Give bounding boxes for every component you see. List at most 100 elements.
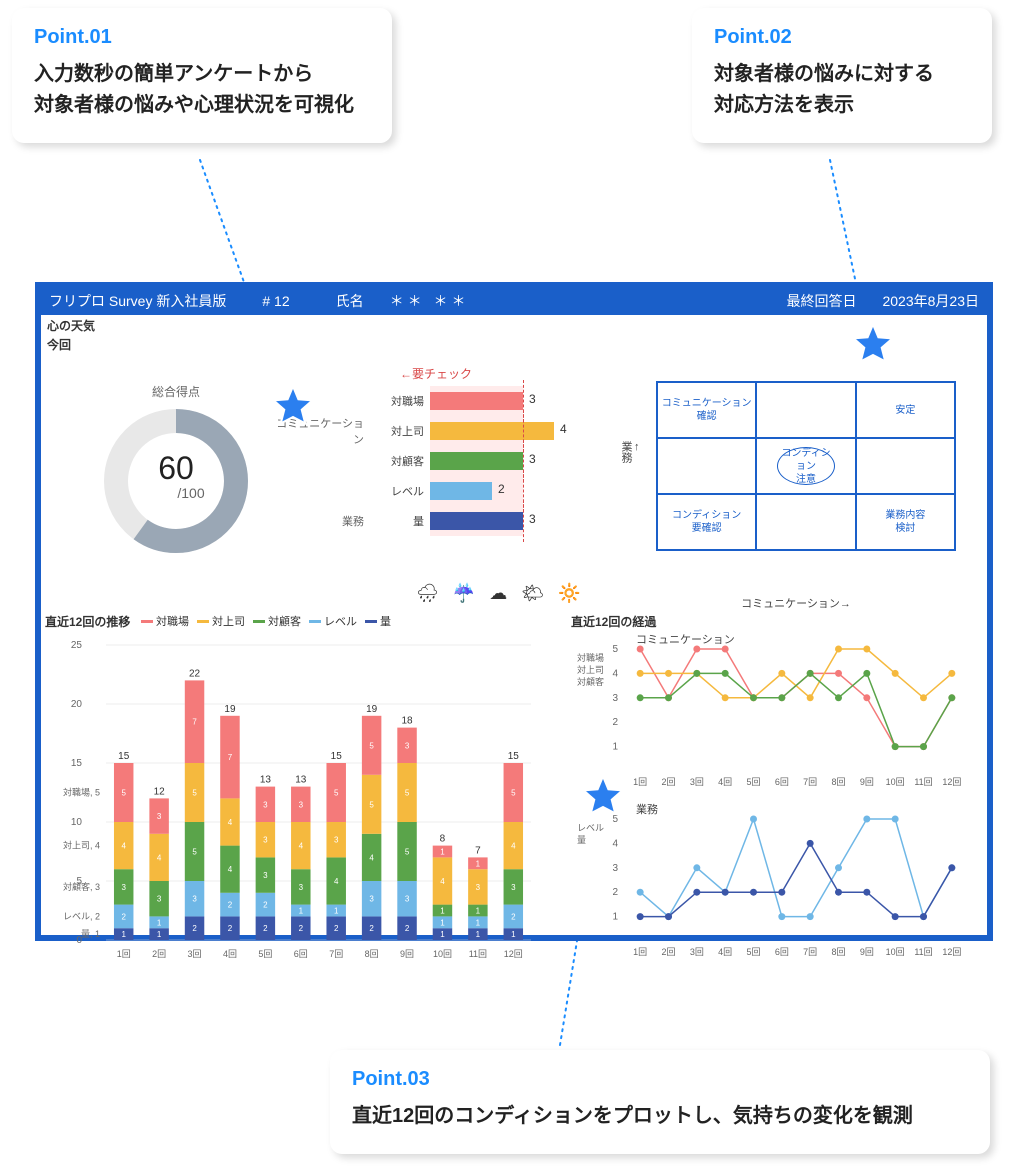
svg-text:量: 量 (577, 835, 586, 845)
svg-text:4: 4 (612, 838, 618, 849)
svg-text:10: 10 (71, 817, 83, 828)
svg-text:1: 1 (476, 859, 481, 868)
svg-text:1: 1 (299, 907, 304, 916)
svg-text:7回: 7回 (803, 777, 817, 787)
svg-text:3: 3 (405, 895, 410, 904)
svg-text:2回: 2回 (661, 947, 675, 957)
hbar-bar-area: 3 (430, 512, 596, 530)
svg-text:対職場: 対職場 (577, 652, 604, 663)
name-value: ＊＊ ＊＊ (390, 291, 470, 311)
point-body: 対象者様の悩みに対する対応方法を表示 (714, 59, 970, 121)
svg-text:4: 4 (228, 818, 233, 827)
quadrant-chart: 業務 コミュニケーション確認安定コンディション注意コンディション要確認業務内容検… (636, 381, 956, 591)
svg-text:4回: 4回 (718, 947, 732, 957)
svg-text:5: 5 (405, 848, 410, 857)
svg-text:7回: 7回 (803, 947, 817, 957)
quadrant-cell: コミュニケーション確認 (657, 382, 756, 438)
svg-text:10回: 10回 (886, 947, 905, 957)
svg-text:1: 1 (612, 912, 618, 923)
svg-text:1: 1 (440, 907, 445, 916)
svg-text:2: 2 (263, 924, 268, 933)
weather-icon: 🔆 (558, 583, 580, 604)
svg-text:7: 7 (228, 753, 233, 762)
svg-text:3: 3 (299, 883, 304, 892)
hbar-bar-area: 3 (430, 392, 596, 410)
svg-text:6回: 6回 (294, 949, 308, 959)
last-answer-date: 2023年8月23日 (882, 291, 979, 311)
svg-text:2: 2 (369, 924, 374, 933)
svg-text:1: 1 (440, 918, 445, 927)
svg-text:2: 2 (511, 912, 516, 921)
svg-text:1: 1 (440, 848, 445, 857)
hbar-category: 業務 (276, 513, 366, 529)
legend-item: 対上司 (197, 613, 245, 629)
record-number: # 12 (262, 293, 289, 309)
hbar-row: コミュニケーション対上司4 (276, 416, 596, 446)
svg-text:4: 4 (228, 865, 233, 874)
svg-text:6回: 6回 (775, 777, 789, 787)
svg-text:4: 4 (157, 853, 162, 862)
callout-point-02: Point.02 対象者様の悩みに対する対応方法を表示 (692, 8, 992, 143)
legend-item: 量 (365, 613, 391, 629)
callout-point-03: Point.03 直近12回のコンディションをプロットし、気持ちの変化を観測 (330, 1050, 990, 1154)
svg-text:19: 19 (366, 704, 378, 715)
point-label: Point.02 (714, 26, 970, 49)
hbar-row: 対顧客3 (276, 446, 596, 476)
hbar-row: 業務量3 (276, 506, 596, 536)
line-chart-communication: コミュニケーション12345対職場対上司対顧客1回2回3回4回5回6回7回8回9… (571, 631, 976, 791)
point-body: 直近12回のコンディションをプロットし、気持ちの変化を観測 (352, 1101, 968, 1132)
svg-text:9回: 9回 (860, 947, 874, 957)
hbar-bar-area: 4 (430, 422, 596, 440)
app-title: フリプロ Survey 新入社員版 (49, 291, 226, 311)
quadrant-cell (756, 382, 855, 438)
hbar-row: レベル2 (276, 476, 596, 506)
svg-text:11回: 11回 (914, 777, 932, 787)
svg-text:5: 5 (192, 848, 197, 857)
svg-text:4: 4 (511, 842, 516, 851)
weather-section-title: 心の天気 (41, 315, 987, 336)
star-marker-icon (578, 772, 628, 822)
svg-text:11回: 11回 (469, 949, 487, 959)
svg-text:25: 25 (71, 640, 83, 651)
svg-text:3: 3 (192, 895, 197, 904)
svg-text:6回: 6回 (775, 947, 789, 957)
svg-text:9回: 9回 (860, 777, 874, 787)
svg-text:5: 5 (405, 789, 410, 798)
svg-text:対顧客: 対顧客 (577, 676, 604, 687)
svg-text:12回: 12回 (504, 949, 523, 959)
svg-text:8回: 8回 (365, 949, 379, 959)
weather-icon: 🌧 (416, 583, 439, 604)
donut-score: 総合得点 60 /100 (81, 383, 271, 556)
svg-text:12: 12 (154, 786, 166, 797)
legend-item: 対顧客 (253, 613, 301, 629)
svg-text:5回: 5回 (746, 777, 760, 787)
quadrant-cell: コンディション要確認 (657, 494, 756, 550)
hbar-check-label: ←要チェック (276, 365, 596, 382)
quadrant-cell: 安定 (856, 382, 955, 438)
hbar-label: 量 (372, 513, 424, 529)
hbar-row: 対職場3 (276, 386, 596, 416)
svg-text:量, 1: 量, 1 (81, 929, 100, 939)
svg-text:3: 3 (263, 836, 268, 845)
svg-text:4回: 4回 (223, 949, 237, 959)
legend-item: レベル (309, 613, 357, 629)
donut-score-value: 60 (158, 450, 194, 486)
quadrant-cell: 業務内容検討 (856, 494, 955, 550)
star-marker-icon (848, 320, 898, 370)
svg-text:22: 22 (189, 668, 201, 679)
svg-text:1: 1 (476, 918, 481, 927)
svg-text:4: 4 (369, 853, 374, 862)
svg-text:対職場, 5: 対職場, 5 (63, 787, 100, 798)
svg-text:対上司, 4: 対上司, 4 (63, 840, 100, 851)
svg-text:3: 3 (612, 693, 618, 704)
svg-text:1: 1 (440, 930, 445, 939)
this-time-label: 今回 (41, 336, 987, 353)
svg-text:11回: 11回 (914, 947, 932, 957)
svg-text:2: 2 (263, 901, 268, 910)
svg-text:3: 3 (334, 836, 339, 845)
stacked-bar-chart: 05101520251量, 12レベル, 23対顧客, 34対上司, 45対職場… (51, 635, 541, 965)
weather-icon: 🌤 (521, 583, 544, 604)
svg-text:19: 19 (224, 704, 236, 715)
hbar-label: レベル (372, 483, 424, 499)
svg-text:2回: 2回 (152, 949, 166, 959)
